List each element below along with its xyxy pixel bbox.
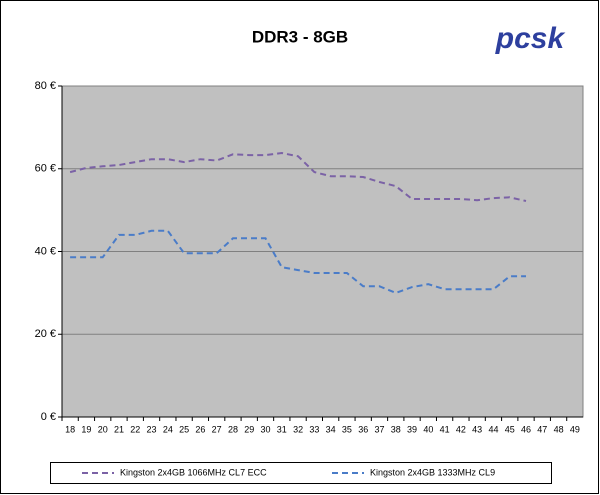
- x-tick-label: 48: [554, 424, 564, 434]
- x-tick-label: 47: [537, 424, 547, 434]
- x-tick-label: 27: [212, 424, 222, 434]
- x-tick-label: 40: [423, 424, 433, 434]
- x-tick-label: 18: [65, 424, 75, 434]
- series-line: [70, 229, 526, 294]
- y-tick-label: 80 €: [35, 80, 56, 92]
- y-tick-label: 60 €: [35, 163, 56, 175]
- x-tick-label: 19: [81, 424, 91, 434]
- x-tick-label: 30: [261, 424, 271, 434]
- x-tick-label: 25: [179, 424, 189, 434]
- x-tick-label: 32: [293, 424, 303, 434]
- x-tick-label: 44: [488, 424, 498, 434]
- y-tick-label: 0 €: [41, 411, 56, 423]
- x-tick-label: 26: [195, 424, 205, 434]
- x-tick-label: 35: [342, 424, 352, 434]
- x-tick-label: 45: [505, 424, 515, 434]
- x-tick-label: 36: [358, 424, 368, 434]
- legend-label: Kingston 2x4GB 1333MHz CL9: [370, 467, 495, 477]
- x-tick-label: 49: [570, 424, 580, 434]
- y-tick-label: 20 €: [35, 328, 56, 340]
- x-tick-label: 39: [407, 424, 417, 434]
- x-tick-label: 23: [147, 424, 157, 434]
- y-tick-label: 40 €: [35, 245, 56, 257]
- logo: pcsk: [495, 22, 566, 55]
- series-line: [69, 151, 527, 202]
- x-tick-label: 34: [326, 424, 336, 434]
- x-tick-label: 43: [472, 424, 482, 434]
- x-tick-label: 22: [130, 424, 140, 434]
- x-tick-label: 46: [521, 424, 531, 434]
- x-tick-label: 28: [228, 424, 238, 434]
- x-tick-label: 29: [244, 424, 254, 434]
- x-tick-label: 20: [98, 424, 108, 434]
- chart-title: DDR3 - 8GB: [252, 27, 348, 46]
- x-tick-label: 38: [391, 424, 401, 434]
- x-tick-label: 31: [277, 424, 287, 434]
- legend-label: Kingston 2x4GB 1066MHz CL7 ECC: [120, 467, 267, 477]
- x-tick-label: 37: [374, 424, 384, 434]
- x-tick-label: 41: [440, 424, 450, 434]
- x-tick-label: 42: [456, 424, 466, 434]
- x-tick-label: 24: [163, 424, 173, 434]
- x-tick-label: 21: [114, 424, 124, 434]
- x-tick-label: 33: [309, 424, 319, 434]
- legend: [50, 462, 552, 484]
